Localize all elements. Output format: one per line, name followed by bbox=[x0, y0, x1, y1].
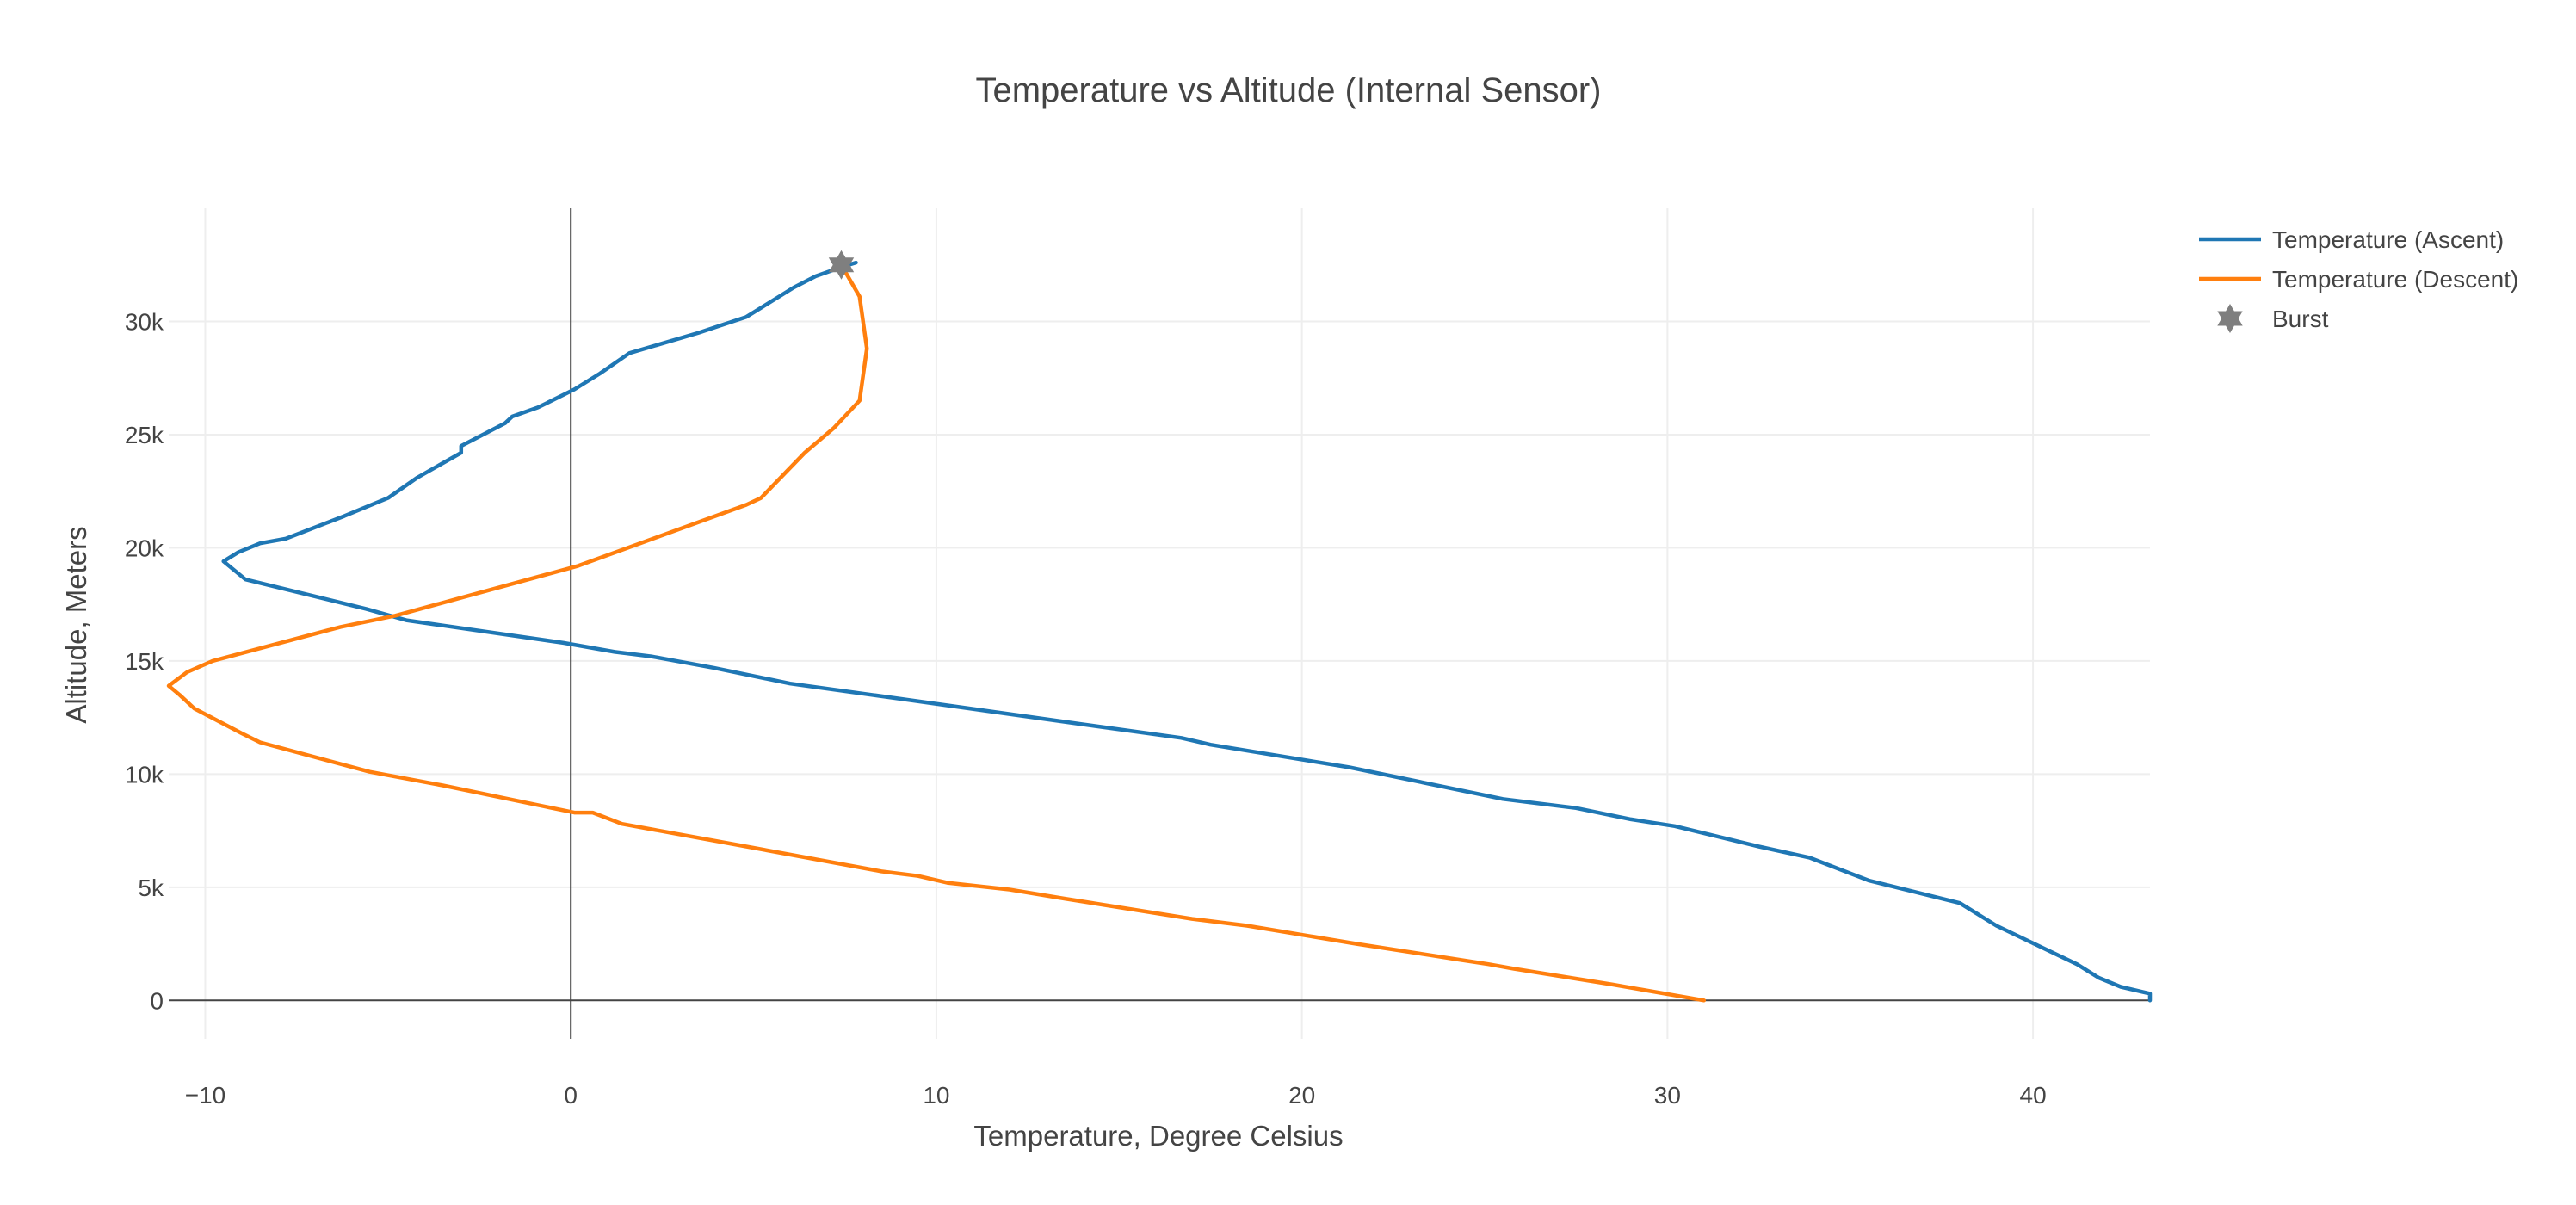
x-tick-label: 40 bbox=[2020, 1082, 2047, 1109]
x-tick-label: 10 bbox=[923, 1082, 949, 1109]
y-tick-label: 20k bbox=[125, 535, 164, 561]
zero-lines bbox=[169, 208, 2150, 1039]
y-tick-label: 10k bbox=[125, 761, 164, 788]
y-tick-label: 15k bbox=[125, 648, 164, 675]
legend-label: Temperature (Ascent) bbox=[2272, 226, 2504, 253]
legend: Temperature (Ascent) Temperature (Descent… bbox=[2199, 226, 2518, 333]
x-axis-title: Temperature, Degree Celsius bbox=[973, 1120, 1343, 1152]
chart-title: Temperature vs Altitude (Internal Sensor… bbox=[975, 71, 1601, 109]
legend-item[interactable]: Burst bbox=[2217, 304, 2329, 333]
x-tick-label: 0 bbox=[564, 1082, 578, 1109]
legend-item[interactable]: Temperature (Descent) bbox=[2199, 266, 2518, 293]
y-tick-label: 0 bbox=[150, 987, 164, 1014]
x-axis-ticks: −10 0 10 20 30 40 bbox=[185, 1082, 2047, 1109]
legend-item[interactable]: Temperature (Ascent) bbox=[2199, 226, 2504, 253]
legend-label: Burst bbox=[2272, 306, 2329, 332]
x-tick-label: 20 bbox=[1288, 1082, 1315, 1109]
x-tick-label: 30 bbox=[1654, 1082, 1681, 1109]
series-lines bbox=[166, 260, 2153, 1003]
series-line-0 bbox=[221, 260, 2153, 1003]
burst-marker bbox=[828, 250, 855, 280]
grid-lines bbox=[169, 208, 2150, 1039]
y-tick-label: 30k bbox=[125, 308, 164, 335]
y-axis-ticks: 0 5k 10k 15k 20k 25k 30k bbox=[125, 308, 164, 1014]
legend-swatch-marker bbox=[2217, 304, 2243, 333]
series-line-1 bbox=[166, 263, 1707, 1003]
y-tick-label: 25k bbox=[125, 422, 164, 448]
y-axis-title: Altitude, Meters bbox=[60, 526, 92, 723]
x-tick-label: −10 bbox=[185, 1082, 226, 1109]
legend-label: Temperature (Descent) bbox=[2272, 266, 2518, 293]
burst-markers bbox=[828, 250, 855, 280]
y-tick-label: 5k bbox=[138, 874, 164, 901]
